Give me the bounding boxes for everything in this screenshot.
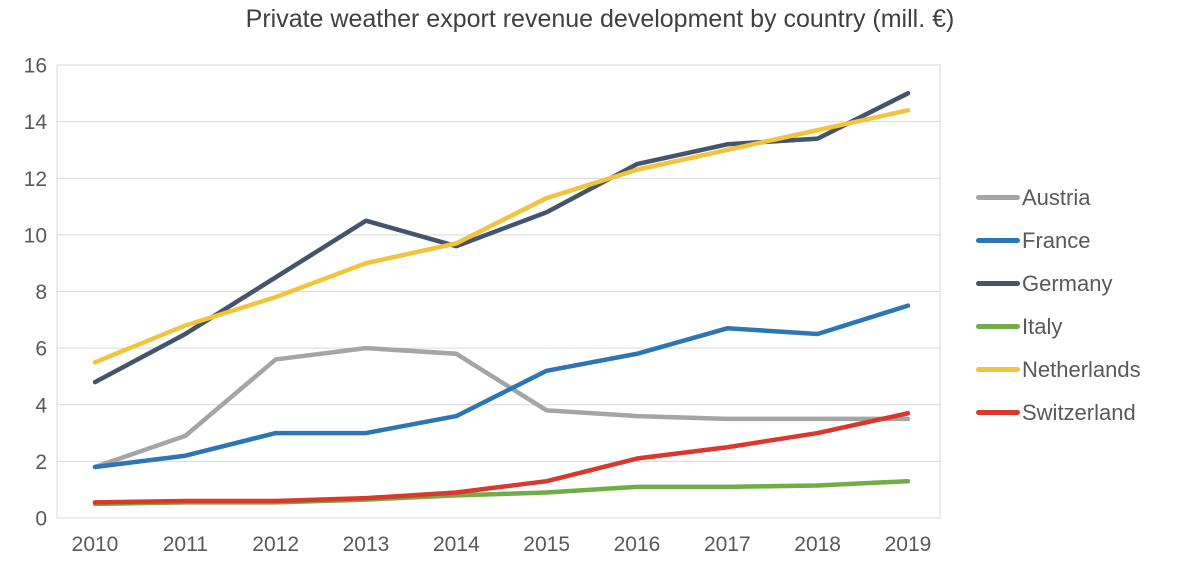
x-axis-label: 2011 [163, 533, 208, 556]
legend-label: France [1022, 227, 1091, 253]
y-axis-tick-label: 2 [35, 451, 47, 474]
y-axis-tick-label: 8 [35, 281, 47, 304]
x-axis-label: 2012 [252, 533, 299, 556]
legend-item-italy: Italy [976, 305, 1141, 348]
x-axis-label: 2018 [794, 533, 841, 556]
legend-item-austria: Austria [976, 176, 1141, 219]
legend-label: Austria [1022, 184, 1091, 210]
legend: Austria France Germany Italy Netherlands Swit… [976, 176, 1141, 434]
legend-label: Switzerland [1022, 399, 1136, 425]
x-axis-label: 2010 [72, 533, 119, 556]
y-axis-tick-label: 6 [35, 338, 47, 361]
legend-swatch-icon [976, 367, 1020, 372]
legend-item-netherlands: Netherlands [976, 348, 1141, 391]
plot-area-border [56, 64, 941, 519]
series-line-france [92, 303, 911, 470]
legend-label: Italy [1022, 313, 1063, 339]
x-axis-label: 2017 [704, 533, 751, 556]
y-axis-tick-label: 16 [24, 55, 47, 78]
x-axis-label: 2019 [885, 533, 932, 556]
series-line-switzerland [92, 410, 911, 505]
y-axis-tick-label: 10 [24, 224, 47, 247]
series-line-austria [92, 345, 911, 470]
y-axis-tick-label: 14 [24, 111, 48, 134]
legend-item-switzerland: Switzerland [976, 391, 1141, 434]
y-axis-tick-label: 0 [35, 508, 47, 531]
legend-swatch-icon [976, 410, 1020, 415]
legend-swatch-icon [976, 324, 1020, 329]
chart-title: Private weather export revenue developme… [245, 5, 955, 33]
legend-label: Netherlands [1022, 356, 1141, 382]
y-axis-tick-label: 4 [35, 394, 47, 417]
x-axis-label: 2014 [433, 533, 480, 556]
x-axis-label: 2015 [523, 533, 570, 556]
legend-swatch-icon [976, 195, 1020, 200]
legend-swatch-icon [976, 281, 1020, 286]
legend-item-france: France [976, 219, 1141, 262]
legend-swatch-icon [976, 238, 1020, 243]
series-line-netherlands [92, 108, 911, 365]
legend-label: Germany [1022, 270, 1113, 296]
y-axis-tick-label: 12 [24, 168, 47, 191]
x-axis-label: 2016 [614, 533, 661, 556]
legend-item-germany: Germany [976, 262, 1141, 305]
x-axis-label: 2013 [343, 533, 390, 556]
